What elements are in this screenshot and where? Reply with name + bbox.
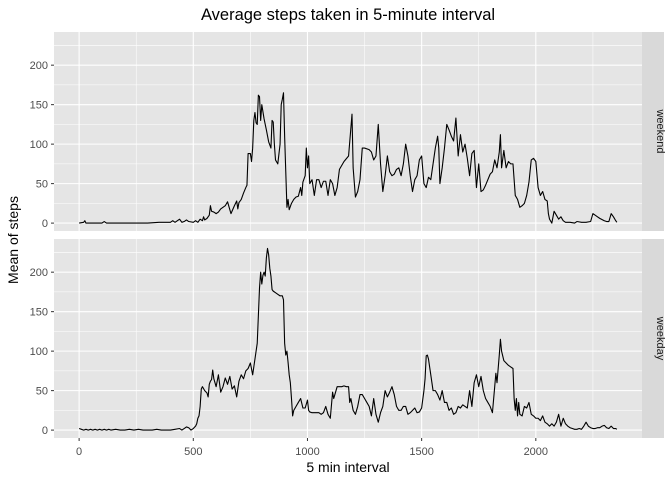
panel-background [54, 239, 642, 438]
facet-strip-label: weekday [654, 316, 666, 361]
panel-background [54, 32, 642, 231]
x-tick-label: 1500 [409, 446, 433, 458]
facet-panel-weekday: 0 50 100 150 200 weekday [30, 239, 666, 438]
x-tick-label: 0 [76, 446, 82, 458]
series-line-weekend [79, 92, 618, 224]
y-tick-label: 150 [30, 306, 48, 318]
y-axis-label: Mean of steps [5, 196, 21, 284]
facet-strip-label: weekend [654, 108, 666, 153]
x-tick-label: 2000 [524, 446, 548, 458]
series-line-weekday [78, 247, 618, 431]
y-tick-label: 200 [30, 267, 48, 279]
y-tick-label: 0 [42, 425, 48, 437]
facet-strip [642, 32, 664, 231]
x-tick-label: 1000 [295, 446, 319, 458]
y-tick-label: 150 [30, 99, 48, 111]
y-tick-label: 50 [36, 178, 48, 190]
y-tick-label: 50 [36, 385, 48, 397]
x-axis-label: 5 min interval [306, 459, 389, 475]
facet-strip [642, 239, 664, 438]
y-tick-label: 200 [30, 60, 48, 72]
y-tick-label: 100 [30, 139, 48, 151]
facet-panel-weekend: 0 50 100 150 200 weekend [30, 32, 666, 231]
panels-layer: 0 50 100 150 200 weekend 0 50 100 150 200 weekday 0 5… [30, 32, 666, 458]
y-tick-label: 100 [30, 346, 48, 358]
x-tick-label: 500 [184, 446, 202, 458]
y-tick-label: 0 [42, 218, 48, 230]
chart-title: Average steps taken in 5-minute interval [201, 6, 495, 24]
